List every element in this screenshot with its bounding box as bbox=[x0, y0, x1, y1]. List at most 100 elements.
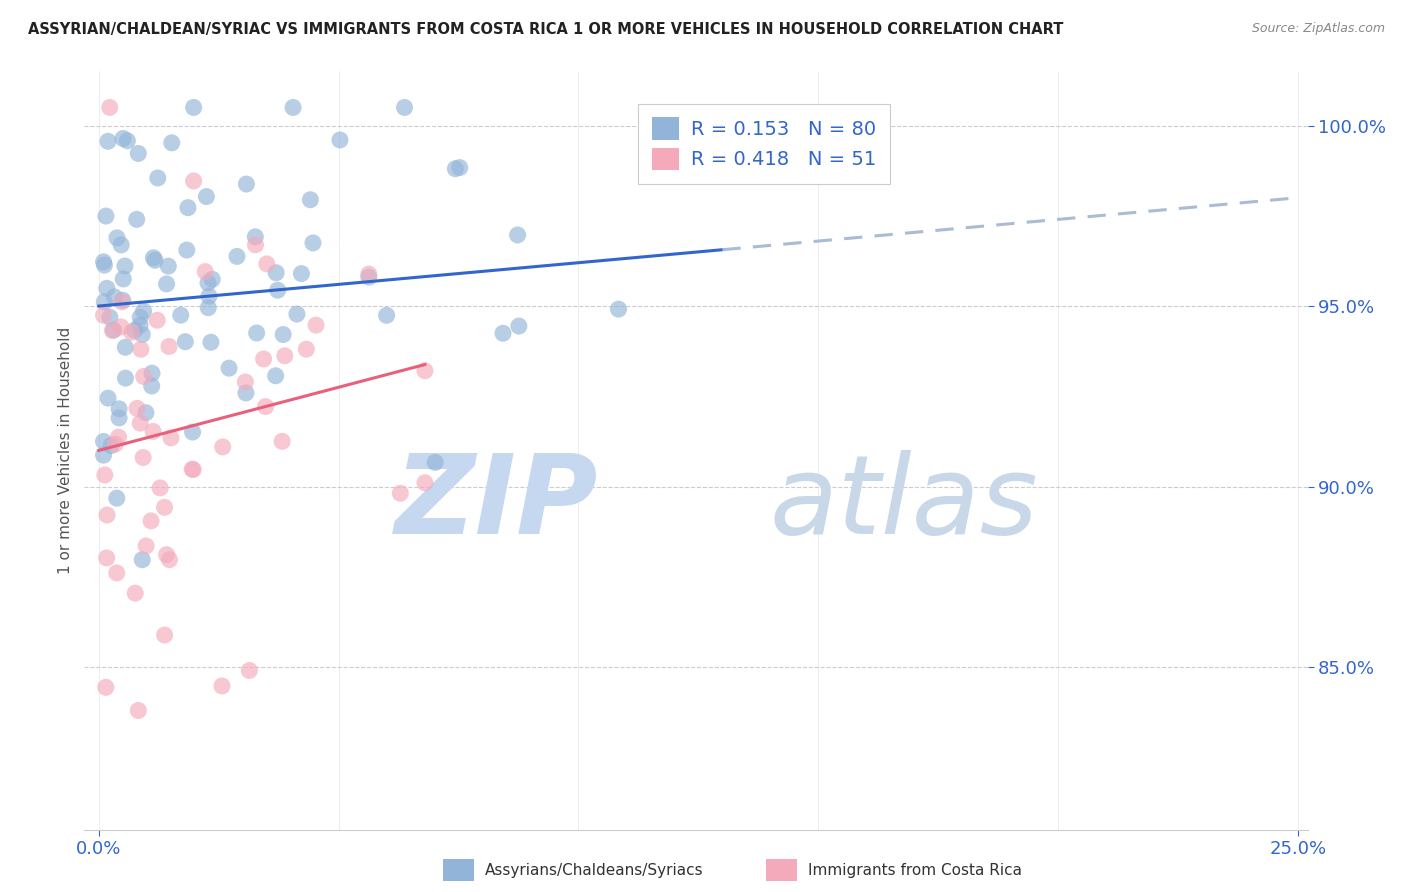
Point bbox=[181, 462, 204, 476]
Point bbox=[153, 500, 176, 515]
Point bbox=[129, 318, 152, 333]
Point bbox=[197, 276, 219, 290]
Point bbox=[211, 440, 233, 454]
Point bbox=[271, 434, 294, 449]
Point bbox=[394, 100, 416, 114]
Point bbox=[142, 251, 165, 265]
Point bbox=[108, 411, 131, 425]
Point bbox=[110, 238, 132, 252]
Point bbox=[183, 174, 205, 188]
Text: Source: ZipAtlas.com: Source: ZipAtlas.com bbox=[1251, 22, 1385, 36]
Point bbox=[114, 340, 136, 354]
Point bbox=[157, 339, 180, 353]
Point bbox=[129, 343, 152, 357]
Point bbox=[252, 351, 274, 366]
Point bbox=[200, 335, 222, 350]
Point bbox=[114, 371, 136, 385]
Point bbox=[125, 212, 148, 227]
Point bbox=[423, 455, 446, 469]
Point bbox=[607, 302, 630, 317]
Point bbox=[218, 361, 240, 376]
Point bbox=[181, 425, 204, 439]
Point bbox=[132, 450, 155, 465]
Point bbox=[112, 272, 135, 286]
Point bbox=[444, 161, 467, 176]
Point bbox=[245, 237, 267, 252]
Point bbox=[198, 289, 221, 303]
Point bbox=[201, 272, 224, 286]
Point bbox=[413, 364, 436, 378]
Point bbox=[245, 229, 267, 244]
Point bbox=[449, 161, 471, 175]
Point bbox=[357, 267, 380, 281]
Point bbox=[305, 318, 328, 333]
Point bbox=[235, 385, 257, 400]
Point bbox=[254, 400, 277, 414]
Point bbox=[97, 391, 120, 405]
Point bbox=[197, 301, 219, 315]
Point bbox=[264, 266, 287, 280]
Point bbox=[93, 308, 115, 322]
Point bbox=[135, 406, 157, 420]
Point bbox=[100, 439, 122, 453]
Point bbox=[160, 136, 183, 150]
Point bbox=[110, 320, 132, 334]
Point bbox=[157, 259, 180, 273]
Point bbox=[267, 283, 290, 297]
Point bbox=[127, 146, 149, 161]
Point bbox=[143, 253, 166, 268]
Point bbox=[139, 514, 162, 528]
Point bbox=[285, 307, 308, 321]
Point bbox=[256, 257, 278, 271]
Point bbox=[146, 313, 169, 327]
Point bbox=[246, 326, 269, 340]
Point bbox=[235, 177, 257, 191]
Point bbox=[94, 209, 117, 223]
Point bbox=[176, 243, 198, 257]
Point bbox=[107, 430, 129, 444]
Point bbox=[108, 401, 131, 416]
Text: Assyrians/Chaldeans/Syriacs: Assyrians/Chaldeans/Syriacs bbox=[485, 863, 703, 878]
Point bbox=[131, 327, 153, 342]
Point bbox=[93, 434, 115, 449]
Point bbox=[195, 189, 218, 203]
Point bbox=[111, 294, 134, 309]
Point bbox=[508, 319, 530, 334]
Point bbox=[135, 539, 157, 553]
Point bbox=[129, 310, 152, 325]
Point bbox=[177, 201, 200, 215]
Point bbox=[94, 681, 117, 695]
Point bbox=[149, 481, 172, 495]
Point bbox=[295, 342, 318, 356]
Y-axis label: 1 or more Vehicles in Household: 1 or more Vehicles in Household bbox=[58, 326, 73, 574]
Point bbox=[194, 265, 217, 279]
Point bbox=[375, 309, 398, 323]
Point bbox=[155, 548, 177, 562]
Point bbox=[93, 294, 115, 309]
Point bbox=[96, 508, 118, 522]
Point bbox=[389, 486, 412, 500]
Point bbox=[238, 664, 260, 678]
Point bbox=[98, 100, 121, 114]
Point bbox=[141, 366, 163, 380]
Point bbox=[329, 133, 352, 147]
Point bbox=[141, 379, 163, 393]
Point bbox=[129, 416, 152, 430]
Point bbox=[127, 703, 149, 717]
Text: ASSYRIAN/CHALDEAN/SYRIAC VS IMMIGRANTS FROM COSTA RICA 1 OR MORE VEHICLES IN HOU: ASSYRIAN/CHALDEAN/SYRIAC VS IMMIGRANTS F… bbox=[28, 22, 1063, 37]
Point bbox=[160, 431, 183, 445]
Point bbox=[104, 437, 127, 451]
Point bbox=[96, 281, 118, 295]
Point bbox=[93, 448, 115, 462]
Point bbox=[105, 566, 128, 580]
Point bbox=[124, 586, 146, 600]
Point bbox=[274, 349, 297, 363]
Point bbox=[103, 323, 125, 337]
Point bbox=[170, 308, 193, 322]
Point bbox=[271, 327, 294, 342]
Point bbox=[124, 323, 146, 337]
Point bbox=[413, 475, 436, 490]
Point bbox=[226, 249, 249, 263]
Text: Immigrants from Costa Rica: Immigrants from Costa Rica bbox=[808, 863, 1022, 878]
Point bbox=[264, 368, 287, 383]
